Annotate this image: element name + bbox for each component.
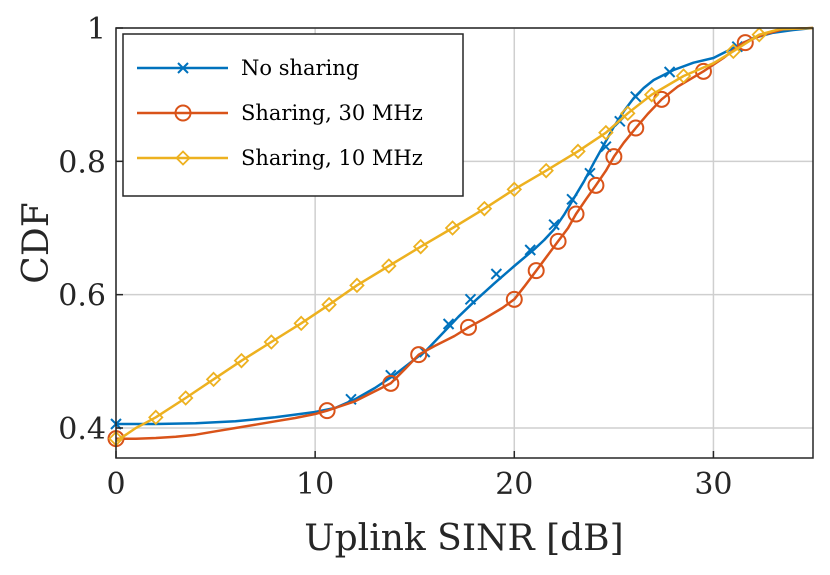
y-axis-label: CDF <box>16 202 57 283</box>
legend-label: No sharing <box>241 56 359 80</box>
data-point-no-sharing <box>548 218 560 231</box>
data-point-sharing-10-mhz <box>598 124 614 141</box>
data-point-sharing-10-mhz <box>570 143 586 160</box>
data-point-sharing-10-mhz <box>751 26 768 43</box>
x-tick-label: 20 <box>495 467 533 502</box>
data-point-sharing-10-mhz <box>538 162 554 179</box>
data-point-no-sharing <box>524 244 536 256</box>
legend-marker <box>174 104 192 122</box>
x-tick-label: 0 <box>106 467 125 502</box>
data-point-sharing-10-mhz <box>263 334 280 350</box>
data-point-sharing-10-mhz <box>444 220 461 236</box>
legend: No sharing Sharing, 30 MHz Sharing, 10 MHz <box>122 33 464 197</box>
series-line-sharing-10-mhz <box>115 26 814 443</box>
data-point-sharing-30-mhz <box>587 176 605 194</box>
data-point-sharing-10-mhz <box>233 352 250 369</box>
data-point-sharing-10-mhz <box>148 409 164 426</box>
data-point-no-sharing <box>584 167 596 180</box>
data-point-sharing-30-mhz <box>527 262 545 280</box>
data-point-sharing-10-mhz <box>476 200 493 217</box>
y-tick-label: 1 <box>87 12 106 47</box>
data-point-sharing-10-mhz <box>725 43 742 60</box>
legend-box <box>122 33 464 197</box>
legend-marker <box>177 62 189 74</box>
data-point-sharing-30-mhz <box>382 374 400 392</box>
data-point-no-sharing <box>663 66 676 78</box>
x-axis-label: Uplink SINR [dB] <box>304 518 623 559</box>
data-point-sharing-30-mhz <box>627 119 645 137</box>
data-point-sharing-30-mhz <box>410 346 428 364</box>
legend-label: Sharing, 10 MHz <box>241 146 423 170</box>
x-tick-label: 30 <box>694 467 732 502</box>
data-point-sharing-30-mhz <box>736 34 754 52</box>
data-point-sharing-10-mhz <box>205 371 222 388</box>
data-point-sharing-10-mhz <box>643 86 660 103</box>
plot-frame <box>115 27 814 459</box>
y-tick-label: 0.8 <box>58 145 106 180</box>
data-point-sharing-10-mhz <box>177 390 194 406</box>
data-point-no-sharing <box>490 268 503 280</box>
data-point-sharing-10-mhz <box>293 315 309 332</box>
data-point-sharing-10-mhz <box>412 238 429 255</box>
data-point-no-sharing <box>630 90 642 103</box>
data-point-sharing-10-mhz <box>321 296 337 313</box>
data-point-no-sharing <box>566 193 578 206</box>
data-point-sharing-10-mhz <box>675 68 692 84</box>
data-point-sharing-10-mhz <box>506 181 523 198</box>
data-point-sharing-10-mhz <box>381 258 397 274</box>
data-point-no-sharing <box>464 293 477 306</box>
series-sharing-10-mhz <box>108 26 814 447</box>
data-point-no-sharing <box>442 318 455 330</box>
ticks: 0 10 20 30 0.4 0.6 0.8 1 <box>58 12 732 502</box>
data-point-sharing-30-mhz <box>318 402 336 420</box>
legend-marker <box>175 150 191 166</box>
data-point-sharing-10-mhz <box>349 277 365 294</box>
y-tick-label: 0.4 <box>58 412 106 447</box>
data-point-sharing-30-mhz <box>567 205 585 223</box>
data-point-sharing-30-mhz <box>459 318 477 336</box>
x-tick-label: 10 <box>296 467 334 502</box>
data-point-sharing-30-mhz <box>605 148 623 166</box>
data-point-sharing-10-mhz <box>620 105 636 122</box>
data-point-sharing-30-mhz <box>505 290 523 308</box>
data-point-sharing-30-mhz <box>549 232 567 250</box>
legend-label: Sharing, 30 MHz <box>241 101 423 125</box>
y-tick-label: 0.6 <box>58 279 106 314</box>
